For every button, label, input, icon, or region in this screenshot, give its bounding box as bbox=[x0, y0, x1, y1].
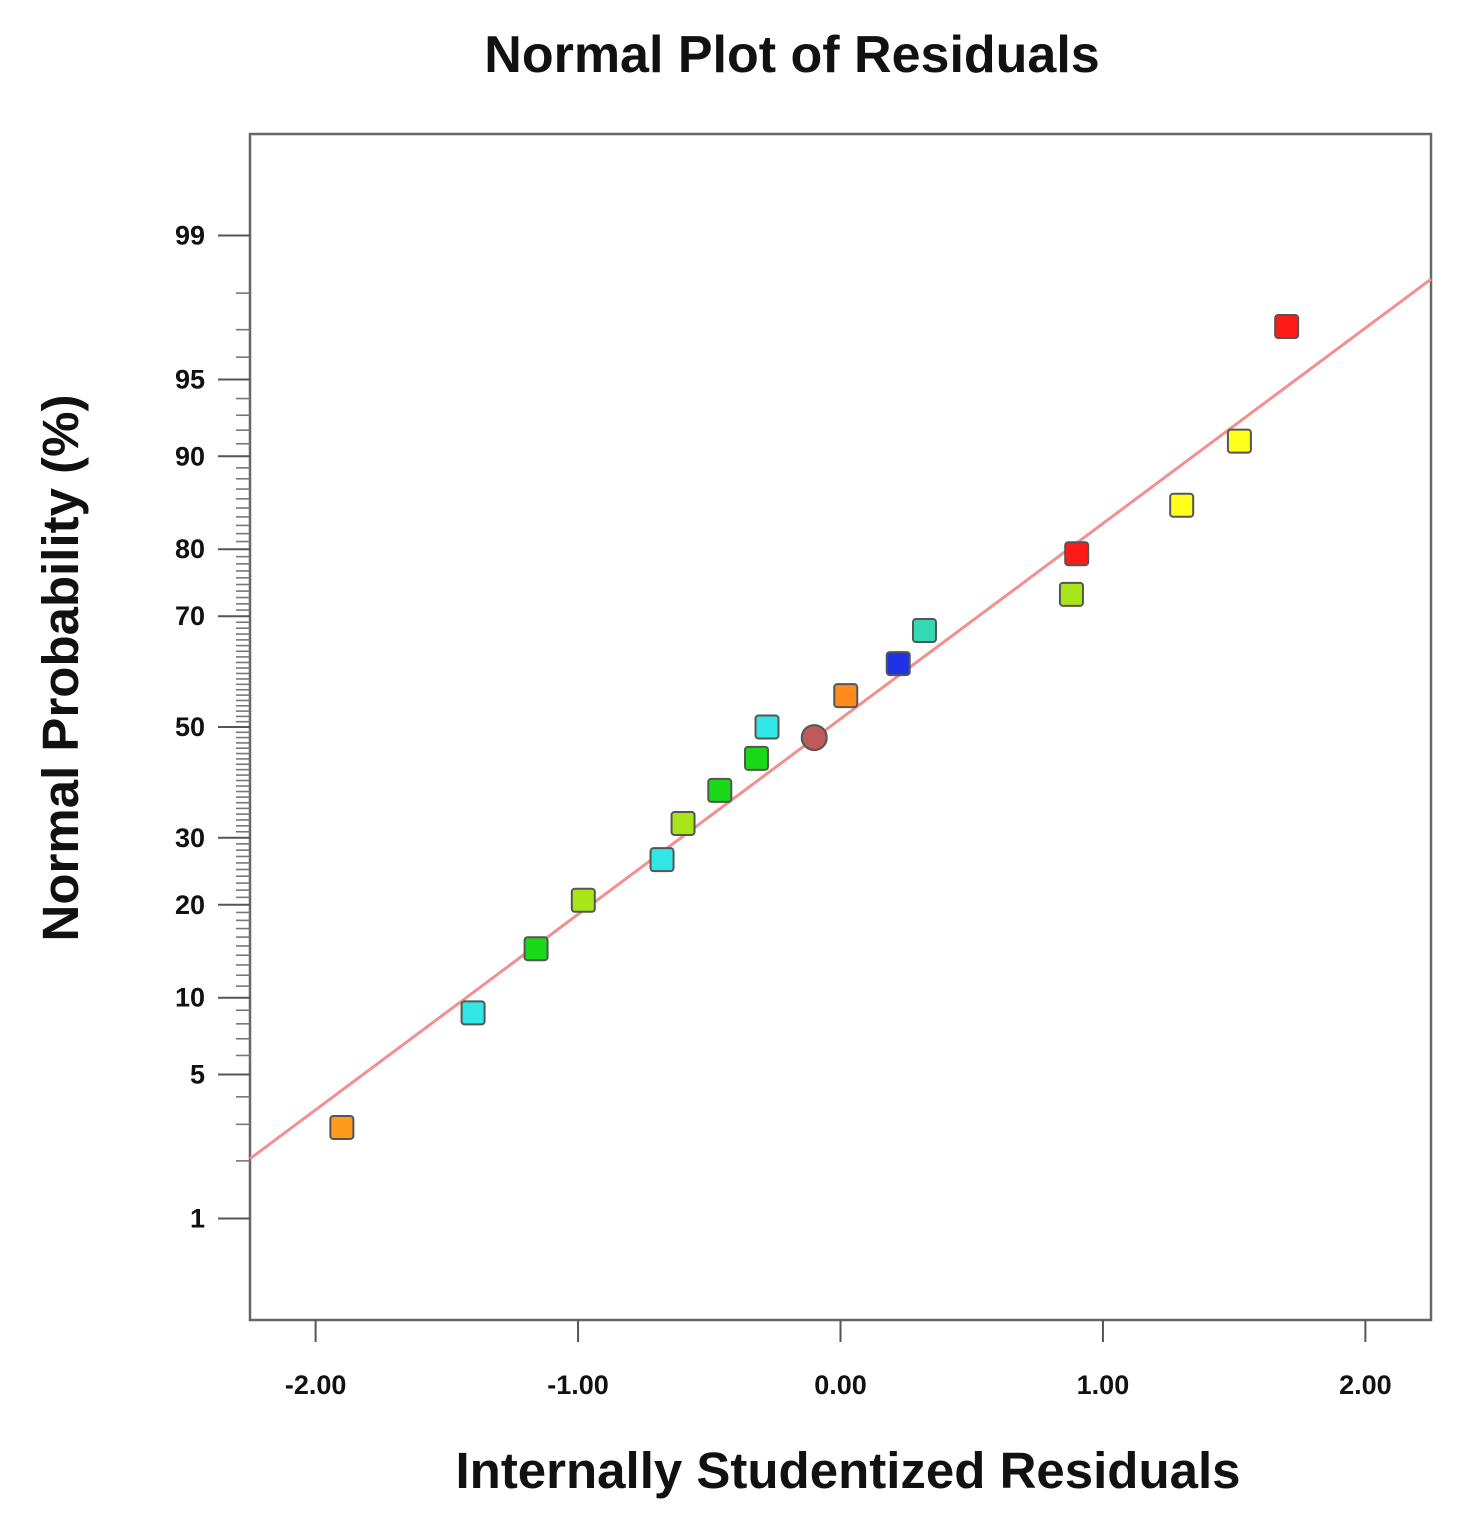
y-tick-label: 20 bbox=[175, 890, 205, 920]
x-ticks: -2.00 -1.00 0.00 1.00 2.00 bbox=[285, 1320, 1392, 1400]
data-points bbox=[329, 314, 1300, 1140]
data-point-square bbox=[1169, 492, 1195, 518]
data-point-square bbox=[670, 810, 696, 836]
y-tick-label: 99 bbox=[175, 221, 205, 251]
y-tick-label: 80 bbox=[175, 534, 205, 564]
data-point-square bbox=[1058, 581, 1084, 607]
x-tick-label: -2.00 bbox=[285, 1370, 347, 1400]
data-point-square bbox=[911, 618, 937, 644]
data-point-square bbox=[833, 683, 859, 709]
x-tick-label: 0.00 bbox=[814, 1370, 867, 1400]
y-minor-ticks bbox=[236, 292, 250, 1162]
x-tick-label: -1.00 bbox=[547, 1370, 609, 1400]
fit-line bbox=[249, 277, 1432, 1160]
chart-title: Normal Plot of Residuals bbox=[484, 26, 1099, 84]
data-point-square bbox=[1274, 314, 1300, 340]
x-tick-label: 1.00 bbox=[1077, 1370, 1130, 1400]
data-point-square bbox=[460, 1000, 486, 1026]
data-point-square bbox=[744, 745, 770, 771]
data-point-square bbox=[329, 1114, 355, 1140]
y-tick-label: 5 bbox=[190, 1059, 205, 1089]
y-tick-label: 50 bbox=[175, 712, 205, 742]
y-major-ticks: 1 5 10 20 30 50 70 80 90 95 99 bbox=[175, 221, 250, 1233]
data-point-square bbox=[570, 887, 596, 913]
fit-line-group bbox=[249, 277, 1432, 1160]
data-point-square bbox=[707, 777, 733, 803]
x-axis-label: Internally Studentized Residuals bbox=[456, 1442, 1241, 1499]
y-tick-label: 95 bbox=[175, 365, 205, 395]
y-tick-label: 70 bbox=[175, 601, 205, 631]
y-tick-label: 10 bbox=[175, 983, 205, 1013]
data-point-square bbox=[885, 651, 911, 677]
y-tick-label: 30 bbox=[175, 823, 205, 853]
data-point-square bbox=[649, 847, 675, 873]
data-point-square bbox=[1226, 428, 1252, 454]
data-point-square bbox=[523, 936, 549, 962]
data-point-square bbox=[1064, 541, 1090, 567]
data-point-square bbox=[754, 714, 780, 740]
data-point-circle bbox=[800, 724, 828, 752]
plot-area-frame bbox=[248, 132, 1433, 1322]
y-tick-label: 90 bbox=[175, 441, 205, 471]
x-tick-label: 2.00 bbox=[1339, 1370, 1392, 1400]
y-axis-label: Normal Probability (%) bbox=[32, 395, 89, 942]
y-tick-label: 1 bbox=[190, 1203, 205, 1233]
